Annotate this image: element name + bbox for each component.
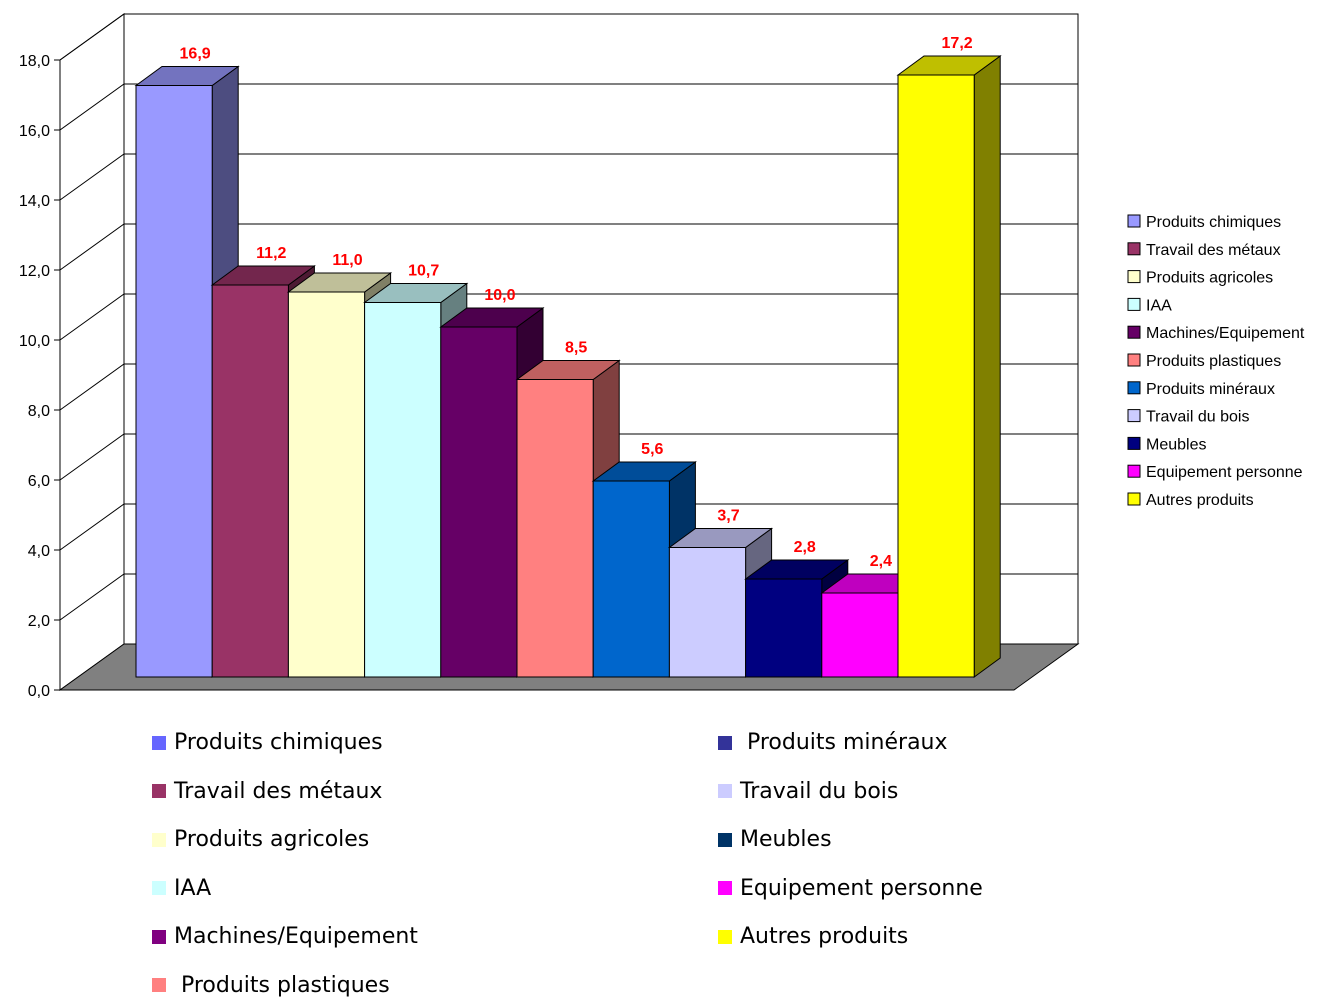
- legend-label: Meubles: [1146, 436, 1206, 453]
- bar-front: [364, 302, 442, 678]
- legend-swatch: [1127, 270, 1141, 284]
- legend-label: Produits agricoles: [1146, 270, 1273, 287]
- value-label: 11,2: [256, 245, 286, 262]
- bar-front: [745, 578, 823, 678]
- value-label: 3,7: [717, 508, 739, 525]
- legend-label: Produits minéraux: [1146, 381, 1275, 398]
- y-tick-label: 0,0: [28, 683, 50, 700]
- bar-front: [592, 480, 670, 678]
- y-axis: 0,0 2,0 4,0 6,0 8,0 10,0 12,0 14,0 16,0 18,0: [19, 53, 61, 700]
- bar-front: [287, 291, 366, 678]
- value-label: 2,8: [794, 539, 816, 556]
- y-tick-label: 8,0: [28, 403, 50, 420]
- legend-label: IAA: [1146, 297, 1172, 314]
- bar-front: [516, 379, 594, 678]
- value-label: 17,2: [942, 35, 973, 52]
- gridline: [59, 223, 1078, 271]
- y-tick-label: 6,0: [28, 473, 50, 490]
- y-tick-label: 4,0: [28, 543, 50, 560]
- y-tick-label: 14,0: [19, 193, 50, 210]
- gridline: [59, 13, 1078, 61]
- right-legend: Produits chimiques Travail des métaux Prod…: [1127, 214, 1305, 509]
- value-label: 10,0: [484, 287, 515, 304]
- legend-label: Machines/Equipement: [1146, 325, 1305, 342]
- value-labels: 16,9 11,2 11,0 10,7 10,0 8,5 5,6 3,7 2,8 2,4 17,2: [180, 35, 973, 570]
- bar-front: [897, 74, 975, 678]
- bar-front: [135, 85, 213, 678]
- value-label: 8,5: [565, 340, 587, 357]
- legend-label: Produits chimiques: [1146, 214, 1281, 231]
- value-label: 16,9: [180, 46, 211, 63]
- gridline: [59, 433, 1078, 481]
- legend-swatch: [1127, 242, 1141, 256]
- legend-swatch: [1127, 214, 1141, 228]
- gridline: [59, 293, 1078, 341]
- y-tick-label: 18,0: [19, 53, 50, 70]
- gridline: [59, 363, 1078, 411]
- y-tick-label: 10,0: [19, 333, 50, 350]
- legend-swatch: [1127, 492, 1141, 506]
- value-label: 2,4: [870, 553, 892, 570]
- legend-swatch: [1127, 353, 1141, 367]
- bar-front: [211, 284, 289, 678]
- gridline: [59, 503, 1078, 551]
- legend-swatch: [1127, 409, 1141, 423]
- legend-label: Travail du bois: [1146, 409, 1249, 426]
- legend-swatch: [1127, 464, 1141, 478]
- y-tick-label: 2,0: [28, 613, 50, 630]
- legend-label: Equipement personne: [1146, 464, 1303, 481]
- gridlines: [59, 13, 1078, 621]
- value-label: 5,6: [641, 441, 663, 458]
- legend-swatch: [1127, 297, 1141, 311]
- y-tick-label: 16,0: [19, 123, 50, 140]
- side-wall: [59, 13, 125, 691]
- bar-front: [668, 547, 747, 678]
- legend-swatch: [1127, 436, 1141, 450]
- bar-front: [821, 592, 899, 678]
- gridline: [59, 153, 1078, 201]
- bars: [134, 55, 1002, 678]
- legend-swatch: [1127, 381, 1141, 395]
- legend-label: Travail des métaux: [1146, 242, 1281, 259]
- value-label: 10,7: [408, 263, 439, 280]
- value-label: 11,0: [332, 252, 362, 269]
- gridline: [59, 83, 1078, 131]
- legend-swatch: [1127, 325, 1141, 339]
- legend-label: Autres produits: [1146, 492, 1254, 509]
- bar-side: [973, 55, 1001, 678]
- y-tick-label: 12,0: [19, 263, 50, 280]
- bar-front: [440, 326, 518, 678]
- legend-label: Produits plastiques: [1146, 353, 1281, 370]
- bar: [896, 55, 1002, 678]
- bar: [591, 461, 697, 678]
